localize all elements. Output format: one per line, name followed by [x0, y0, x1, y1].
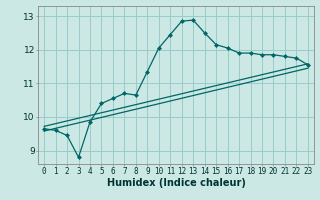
X-axis label: Humidex (Indice chaleur): Humidex (Indice chaleur) [107, 178, 245, 188]
